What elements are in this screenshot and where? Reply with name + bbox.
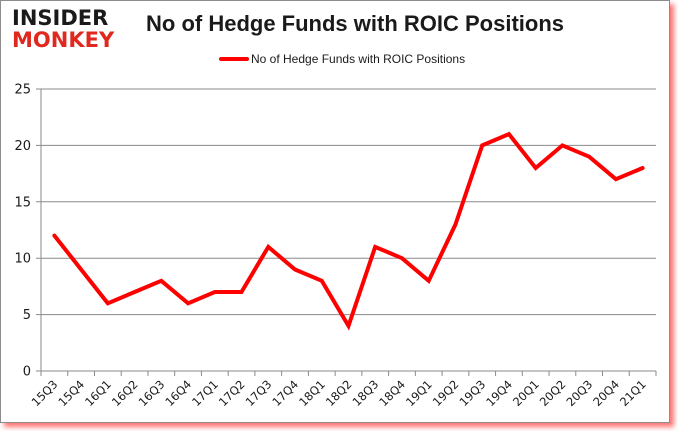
svg-text:16Q4: 16Q4: [162, 377, 194, 409]
chart-legend: No of Hedge Funds with ROIC Positions: [219, 52, 465, 66]
legend-line-swatch-icon: [219, 57, 249, 61]
gridlines: [36, 88, 656, 372]
svg-text:15Q3: 15Q3: [29, 377, 61, 409]
svg-text:20Q4: 20Q4: [590, 377, 622, 409]
svg-text:18Q1: 18Q1: [296, 377, 328, 409]
y-axis-ticks: 0 5 10 15 20 25: [14, 83, 31, 380]
svg-text:20Q2: 20Q2: [537, 377, 569, 409]
legend-label: No of Hedge Funds with ROIC Positions: [251, 52, 466, 66]
svg-text:5: 5: [23, 308, 31, 323]
chart-title: No of Hedge Funds with ROIC Positions: [146, 11, 564, 36]
logo-line-1: INSIDER: [12, 6, 109, 30]
chart-frame: [0, 0, 670, 423]
svg-text:18Q2: 18Q2: [323, 377, 355, 409]
svg-text:20Q1: 20Q1: [510, 377, 542, 409]
svg-text:0: 0: [23, 365, 31, 380]
svg-text:18Q3: 18Q3: [350, 377, 382, 409]
svg-text:19Q4: 19Q4: [483, 377, 515, 409]
svg-text:18Q4: 18Q4: [376, 377, 408, 409]
svg-text:25: 25: [14, 83, 31, 98]
svg-text:19Q3: 19Q3: [456, 377, 488, 409]
insider-monkey-logo: INSIDER MONKEY: [12, 6, 124, 54]
svg-text:16Q3: 16Q3: [136, 377, 168, 409]
svg-text:17Q2: 17Q2: [216, 377, 248, 409]
svg-text:19Q2: 19Q2: [430, 377, 462, 409]
svg-text:19Q1: 19Q1: [403, 377, 435, 409]
x-axis-ticks: 15Q315Q416Q116Q216Q316Q417Q117Q217Q317Q4…: [29, 377, 649, 409]
svg-text:15Q4: 15Q4: [55, 377, 87, 409]
svg-text:21Q1: 21Q1: [617, 377, 649, 409]
svg-text:17Q3: 17Q3: [243, 377, 275, 409]
svg-text:10: 10: [14, 252, 31, 267]
svg-text:16Q1: 16Q1: [82, 377, 114, 409]
svg-text:20Q3: 20Q3: [563, 377, 595, 409]
svg-text:20: 20: [14, 139, 31, 154]
svg-text:17Q1: 17Q1: [189, 377, 221, 409]
svg-text:15: 15: [14, 195, 31, 210]
axes: [40, 89, 657, 376]
logo-line-2: MONKEY: [12, 28, 115, 52]
series-line: [52, 131, 645, 331]
svg-text:17Q4: 17Q4: [269, 377, 301, 409]
svg-text:16Q2: 16Q2: [109, 377, 141, 409]
